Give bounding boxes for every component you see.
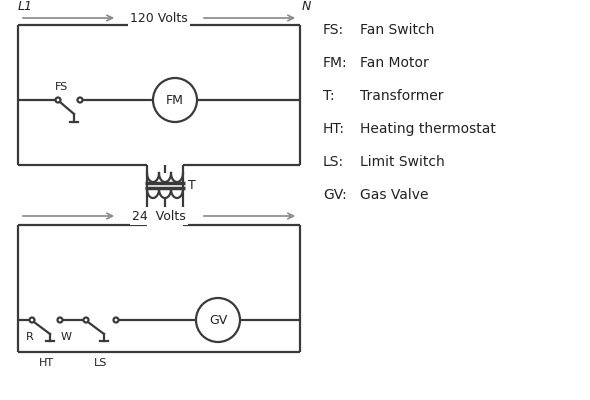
Text: GV:: GV: bbox=[323, 188, 347, 202]
Text: FS: FS bbox=[54, 82, 68, 92]
Circle shape bbox=[113, 318, 119, 322]
Text: 24  Volts: 24 Volts bbox=[132, 210, 186, 222]
Circle shape bbox=[55, 98, 61, 102]
Text: LS:: LS: bbox=[323, 155, 344, 169]
Text: Limit Switch: Limit Switch bbox=[360, 155, 445, 169]
Circle shape bbox=[57, 318, 63, 322]
Text: W: W bbox=[61, 332, 71, 342]
Circle shape bbox=[77, 98, 83, 102]
Text: Transformer: Transformer bbox=[360, 89, 444, 103]
Text: N: N bbox=[302, 0, 312, 13]
Circle shape bbox=[196, 298, 240, 342]
Text: Fan Switch: Fan Switch bbox=[360, 23, 434, 37]
Text: LS: LS bbox=[94, 358, 108, 368]
Text: Fan Motor: Fan Motor bbox=[360, 56, 429, 70]
Text: 120 Volts: 120 Volts bbox=[130, 12, 188, 24]
Text: Heating thermostat: Heating thermostat bbox=[360, 122, 496, 136]
Text: R: R bbox=[26, 332, 34, 342]
Text: L1: L1 bbox=[18, 0, 33, 13]
Text: T: T bbox=[188, 179, 196, 192]
Text: Gas Valve: Gas Valve bbox=[360, 188, 428, 202]
Circle shape bbox=[30, 318, 34, 322]
Text: FS:: FS: bbox=[323, 23, 344, 37]
Text: T:: T: bbox=[323, 89, 335, 103]
Text: GV: GV bbox=[209, 314, 227, 326]
Text: FM:: FM: bbox=[323, 56, 348, 70]
Text: HT: HT bbox=[38, 358, 54, 368]
Circle shape bbox=[153, 78, 197, 122]
Text: FM: FM bbox=[166, 94, 184, 106]
Circle shape bbox=[84, 318, 88, 322]
Text: HT:: HT: bbox=[323, 122, 345, 136]
